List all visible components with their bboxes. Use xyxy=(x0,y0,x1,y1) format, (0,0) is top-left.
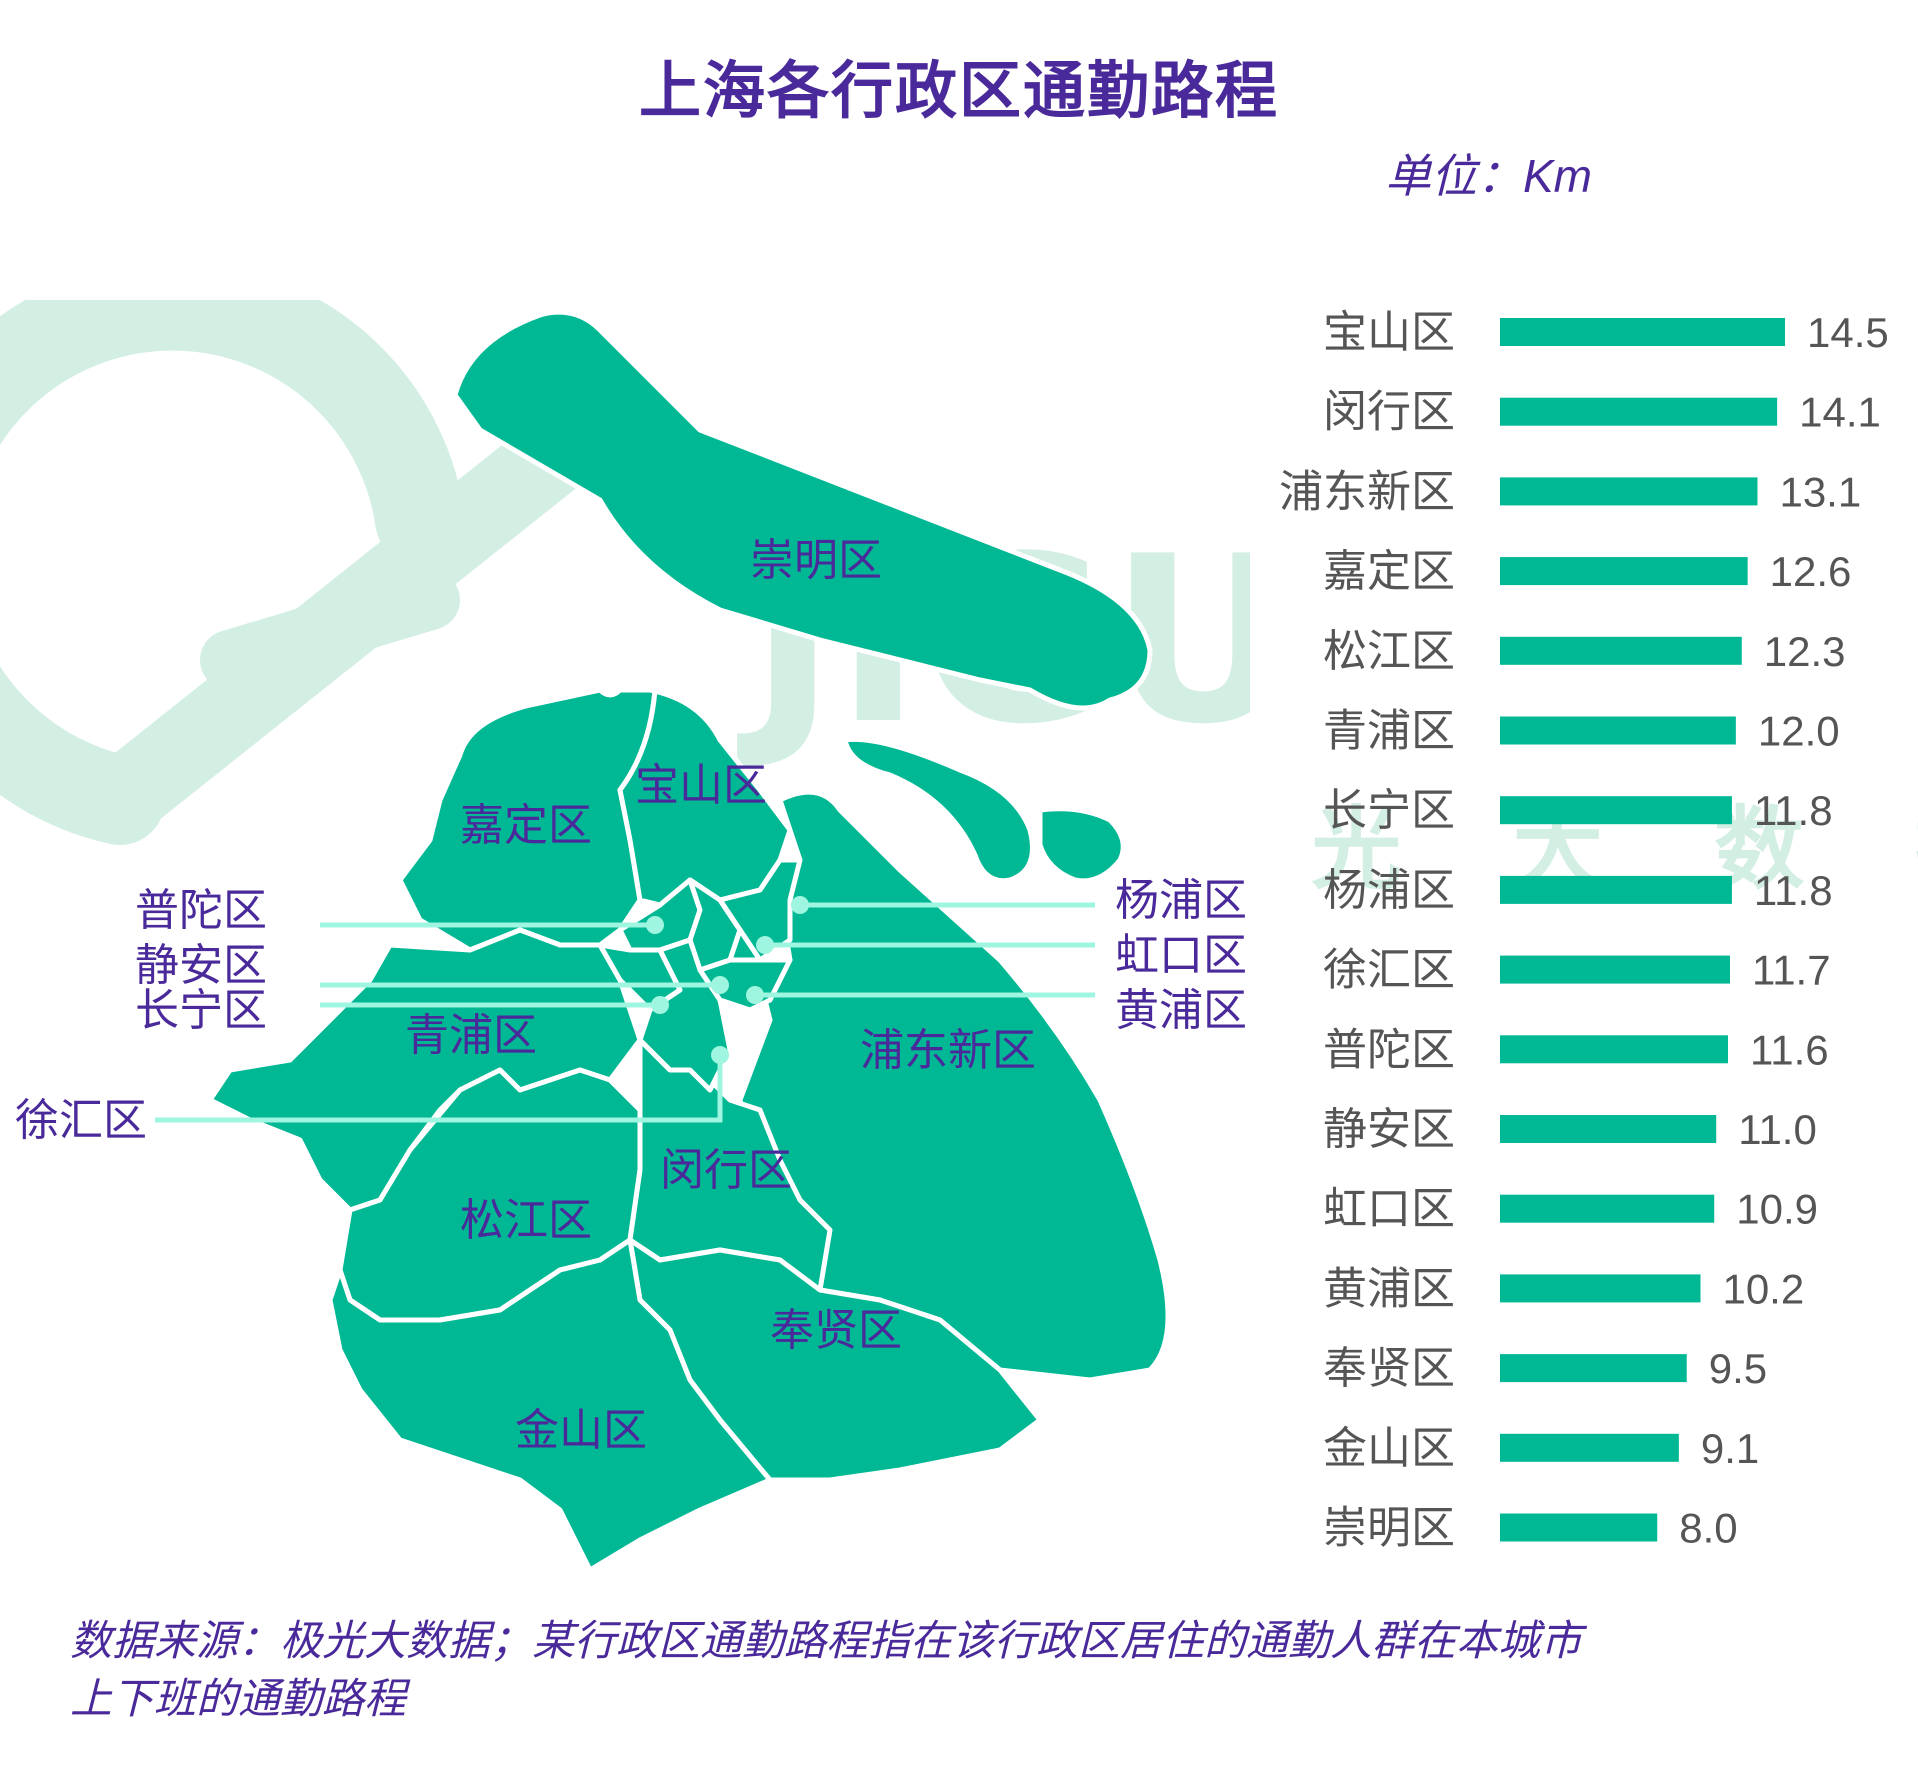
bar-category-label: 嘉定区 xyxy=(1323,547,1455,596)
label-jiading: 嘉定区 xyxy=(460,801,592,850)
bar-value-label: 13.1 xyxy=(1779,468,1861,515)
leader-lines xyxy=(155,902,1095,1123)
bar-value-label: 14.1 xyxy=(1799,389,1881,436)
bar xyxy=(1500,955,1730,984)
bar-value-label: 12.3 xyxy=(1764,628,1846,675)
bar xyxy=(1500,1115,1717,1143)
chart-title: 上海各行政区通勤路程 xyxy=(638,57,1279,126)
district-chongming xyxy=(452,309,1153,711)
bar-category-label: 奉贤区 xyxy=(1323,1344,1455,1393)
bar-value-label: 12.6 xyxy=(1770,548,1852,595)
bar xyxy=(1500,796,1732,825)
bar xyxy=(1500,397,1778,426)
bar xyxy=(1500,1035,1728,1064)
bar xyxy=(1500,875,1732,904)
dot-yangpu xyxy=(791,896,809,914)
island-changxing xyxy=(842,736,1035,884)
bar-value-label: 10.9 xyxy=(1736,1186,1818,1233)
bar-category-label: 崇明区 xyxy=(1323,1504,1455,1553)
label-jinshan: 金山区 xyxy=(515,1406,647,1455)
dot-huangpu xyxy=(746,986,764,1004)
bar-category-label: 杨浦区 xyxy=(1323,866,1455,915)
bar-category-label: 徐汇区 xyxy=(1323,946,1455,995)
bar-value-label: 11.0 xyxy=(1738,1106,1817,1153)
shanghai-district-map: JIGUANG xyxy=(0,300,1250,1573)
dot-jingan xyxy=(711,976,729,994)
district-jinshan xyxy=(327,1237,773,1573)
bar xyxy=(1500,1194,1715,1223)
bar xyxy=(1500,1513,1658,1542)
footnote: 数据来源：极光大数据；某行政区通勤路程指在该行政区居住的通勤人群在本城市 上下班… xyxy=(70,1612,1850,1728)
footnote-line-1: 数据来源：极光大数据；某行政区通勤路程指在该行政区居住的通勤人群在本城市 xyxy=(70,1617,1583,1664)
bar-category-label: 金山区 xyxy=(1323,1424,1455,1473)
bar-value-label: 11.8 xyxy=(1754,867,1833,914)
bar-category-label: 虹口区 xyxy=(1323,1185,1455,1234)
label-qingpu: 青浦区 xyxy=(405,1011,537,1060)
dot-putuo xyxy=(646,916,664,934)
bar xyxy=(1500,477,1758,506)
leader-dots xyxy=(646,896,809,1064)
bar-value-label: 14.5 xyxy=(1807,309,1889,356)
dot-hongkou xyxy=(756,936,774,954)
bar-value-label: 11.7 xyxy=(1752,947,1831,994)
label-huangpu: 黄浦区 xyxy=(1115,986,1247,1035)
bar-category-label: 普陀区 xyxy=(1323,1025,1455,1074)
label-yangpu: 杨浦区 xyxy=(1115,876,1247,925)
bar-category-label: 静安区 xyxy=(1323,1105,1455,1154)
label-changning: 长宁区 xyxy=(135,986,267,1035)
bar-value-label: 11.8 xyxy=(1754,787,1833,834)
bar-value-label: 10.2 xyxy=(1722,1265,1804,1312)
bar xyxy=(1500,557,1748,586)
bar xyxy=(1500,716,1736,745)
commute-bar-chart: 极 光 大 数 据 宝山区14.5闵行区14.1浦东新区13.1嘉定区12.6松… xyxy=(1250,308,1918,1553)
bar xyxy=(1500,1354,1687,1383)
dot-changning xyxy=(651,996,669,1014)
label-minhang: 闵行区 xyxy=(660,1146,792,1195)
label-fengxian: 奉贤区 xyxy=(770,1306,902,1355)
bar xyxy=(1500,1274,1701,1303)
bar-category-label: 青浦区 xyxy=(1323,707,1455,756)
bar-category-label: 长宁区 xyxy=(1323,786,1455,835)
bar-value-label: 11.6 xyxy=(1750,1026,1829,1073)
dot-xuhui xyxy=(711,1046,729,1064)
watermark-logo xyxy=(0,300,600,845)
label-baoshan: 宝山区 xyxy=(635,761,767,810)
bar-category-label: 闵行区 xyxy=(1323,388,1455,437)
label-chongming: 崇明区 xyxy=(750,536,882,585)
bar-layer: 宝山区 14.5 闵行区 14.1 浦东新区 13.1 嘉定区 12.6 松江区 12.3 青浦区 1… xyxy=(1279,308,1889,1553)
bar-category-label: 浦东新区 xyxy=(1279,467,1455,516)
map-land xyxy=(207,309,1171,1573)
bar-value-label: 9.5 xyxy=(1709,1345,1767,1392)
island-hengsha xyxy=(1037,806,1126,884)
bar-value-label: 12.0 xyxy=(1758,708,1840,755)
label-putuo: 普陀区 xyxy=(135,886,267,935)
bar-category-label: 宝山区 xyxy=(1323,308,1455,357)
bar xyxy=(1500,636,1742,665)
bar-category-label: 黄浦区 xyxy=(1323,1264,1455,1313)
label-pudong: 浦东新区 xyxy=(860,1026,1036,1075)
bar-value-label: 9.1 xyxy=(1701,1425,1759,1472)
bar xyxy=(1500,1433,1679,1462)
label-hongkou: 虹口区 xyxy=(1115,931,1247,980)
bar-value-label: 8.0 xyxy=(1679,1505,1737,1552)
leader-xuhui xyxy=(155,1055,723,1123)
unit-label: 单位：Km xyxy=(1385,150,1592,202)
label-jingan: 静安区 xyxy=(135,941,267,990)
bar xyxy=(1500,318,1785,346)
label-xuhui: 徐汇区 xyxy=(15,1096,147,1145)
footnote-line-2: 上下班的通勤路程 xyxy=(70,1675,407,1722)
bar-category-label: 松江区 xyxy=(1323,627,1455,676)
label-songjiang: 松江区 xyxy=(460,1196,592,1245)
